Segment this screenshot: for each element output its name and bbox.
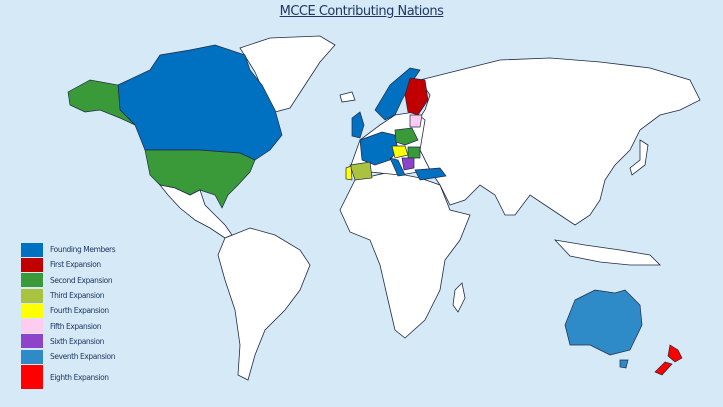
baltic (409, 114, 423, 128)
finland (404, 77, 429, 116)
legend-swatch (21, 365, 43, 390)
legend-swatch (21, 288, 43, 303)
australia (564, 289, 643, 356)
map-title: MCCE Contributing Nations (279, 4, 444, 19)
legend-item-seventh: Seventh Expansion (21, 349, 115, 364)
balkans (401, 157, 415, 171)
legend-swatch (21, 242, 43, 257)
iceland (339, 91, 356, 103)
legend-item-founding: Founding Members (21, 242, 116, 257)
madagascar (452, 282, 466, 313)
mexico-central-america (159, 184, 233, 239)
asia (414, 57, 701, 226)
turkey (414, 167, 447, 181)
legend-item-second: Second Expansion (21, 273, 115, 288)
spain (349, 161, 373, 181)
legend-swatch (21, 303, 43, 318)
legend-item-sixth: Sixth Expansion (21, 334, 115, 349)
alaska (67, 79, 136, 126)
legend-item-fifth: Fifth Expansion (21, 318, 115, 334)
legend-item-fourth: Fourth Expansion (21, 303, 115, 318)
legend-item-eighth: Eighth Expansion (21, 364, 115, 390)
uk (351, 111, 365, 139)
italy (389, 157, 406, 177)
poland (394, 127, 419, 146)
indonesia (553, 239, 661, 266)
legend-item-third: Third Expansion (21, 288, 115, 303)
south-america (217, 227, 311, 381)
legend-swatch (21, 349, 43, 364)
africa (339, 171, 471, 339)
japan (629, 139, 649, 176)
legend-swatch (21, 334, 43, 349)
legend-swatch (21, 257, 43, 272)
portugal (345, 165, 353, 181)
tasmania (619, 359, 629, 369)
romania (407, 146, 421, 159)
legend-swatch (21, 273, 43, 288)
legend: Founding Members First Expansion Second … (21, 242, 116, 390)
legend-item-first: First Expansion (21, 257, 115, 272)
new-zealand (654, 344, 683, 376)
legend-swatch (21, 319, 43, 334)
